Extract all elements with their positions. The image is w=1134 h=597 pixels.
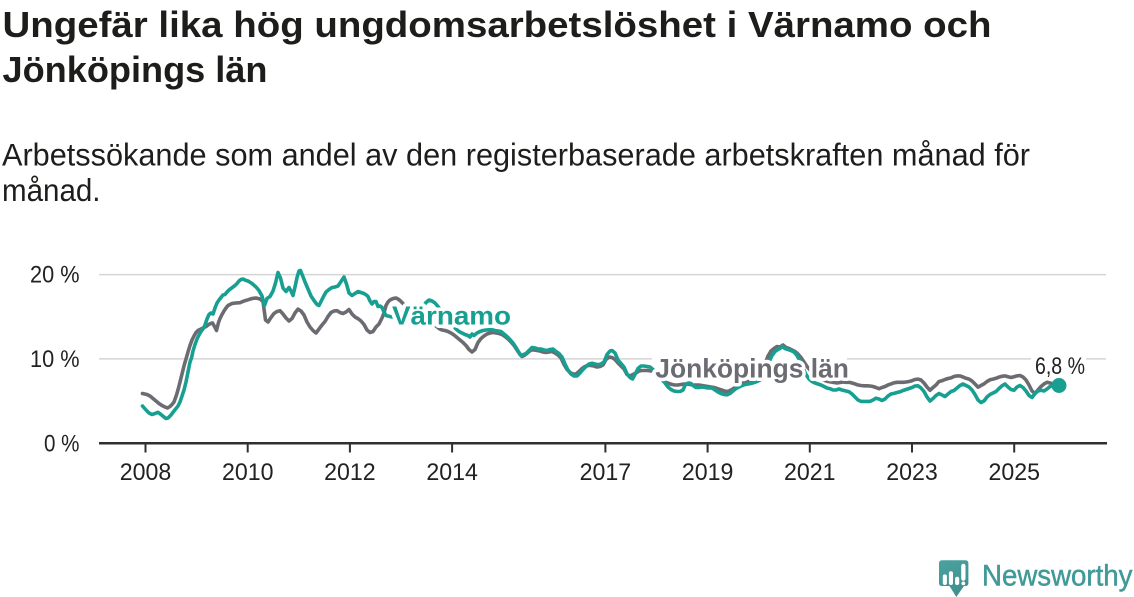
svg-text:6,8 %: 6,8 %	[1035, 353, 1085, 380]
svg-text:10 %: 10 %	[30, 346, 80, 373]
svg-text:2017: 2017	[580, 459, 632, 486]
svg-text:2025: 2025	[988, 459, 1040, 486]
svg-text:2008: 2008	[120, 459, 172, 486]
svg-text:Newsworthy: Newsworthy	[982, 559, 1133, 592]
svg-text:2012: 2012	[324, 459, 376, 486]
svg-text:Jönköpings län: Jönköpings län	[3, 49, 268, 90]
svg-text:Arbetssökande som andel av den: Arbetssökande som andel av den registerb…	[2, 137, 1030, 173]
svg-text:Jönköpings län: Jönköpings län	[655, 354, 849, 384]
svg-text:20 %: 20 %	[30, 262, 80, 289]
svg-text:2014: 2014	[426, 459, 478, 486]
svg-text:2010: 2010	[222, 459, 274, 486]
svg-text:månad.: månad.	[2, 172, 101, 208]
svg-text:2023: 2023	[886, 459, 938, 486]
svg-text:Värnamo: Värnamo	[392, 300, 511, 330]
svg-text:Ungefär lika hög ungdomsarbets: Ungefär lika hög ungdomsarbetslöshet i V…	[3, 4, 992, 45]
svg-text:2019: 2019	[682, 459, 734, 486]
svg-text:2021: 2021	[784, 459, 836, 486]
svg-text:0 %: 0 %	[44, 431, 80, 458]
